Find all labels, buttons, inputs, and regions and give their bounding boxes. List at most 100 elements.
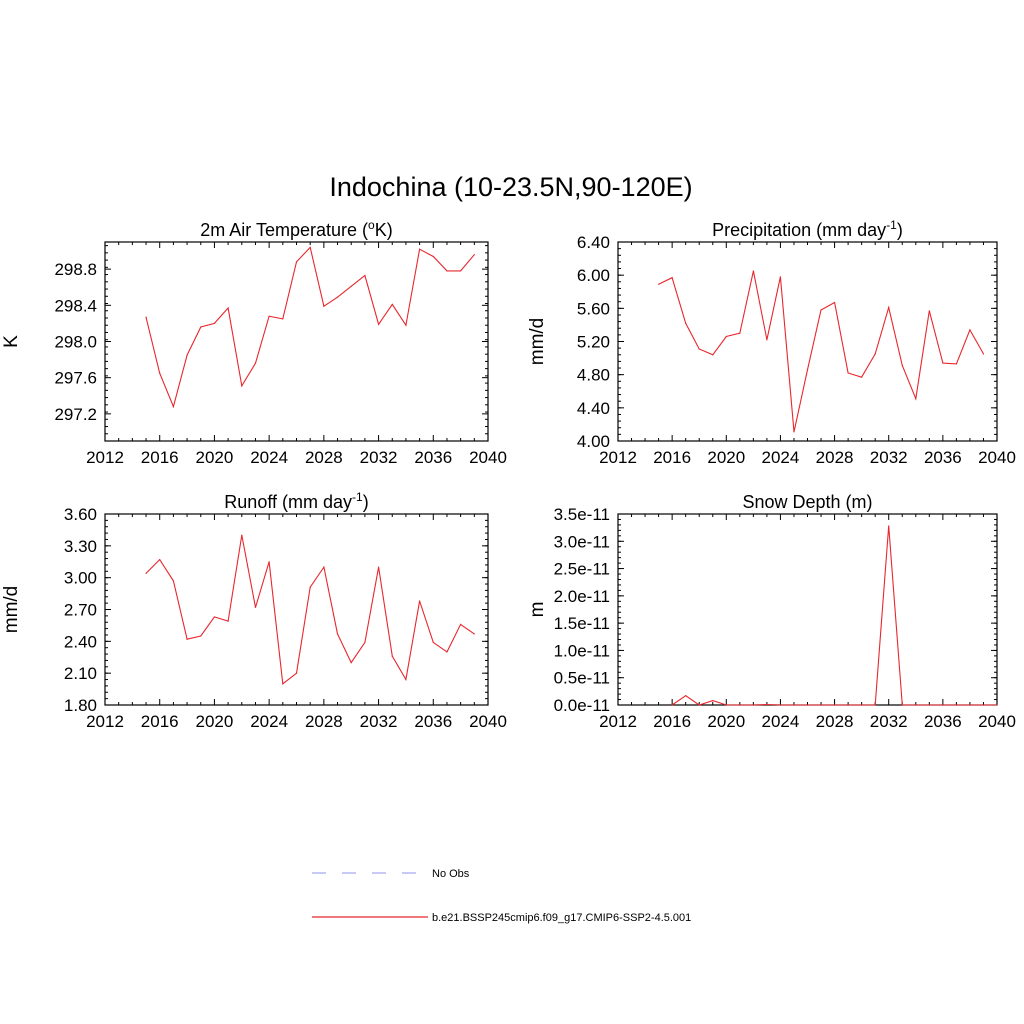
data-point [888,525,890,527]
y-tick-label: 6.40 [577,233,610,252]
data-point [752,270,754,272]
y-tick-label: 2.0e-11 [554,587,610,606]
x-tick-label: 2024 [762,448,800,467]
data-point [820,704,822,706]
y-tick-label: 297.6 [54,369,97,388]
data-point [336,296,339,298]
data-point [996,704,998,706]
data-point [336,633,339,635]
data-point [200,635,202,637]
data-point [982,353,985,355]
y-tick-label: 4.00 [577,432,610,451]
data-point [685,322,687,324]
panel-title-text: Precipitation (mm day [712,220,886,240]
x-tick-label: 2020 [707,448,745,467]
panel-1: 2m Air Temperature (oK) K 2012 2016 2020 2024… [1,218,507,467]
x-tick-label: 2016 [141,448,179,467]
y-tick-label: 3.60 [64,505,97,524]
data-point [752,704,754,706]
y-tick-label: 298.0 [54,333,97,352]
panel-2: Precipitation (mm day-1) mm/d 2012 2016 2020… [527,218,1016,467]
series-line [145,246,475,409]
data-point [725,335,727,338]
panel-title-suffix: ) [363,492,369,512]
data-point [658,283,660,285]
x-tick-label: 2012 [599,712,637,731]
data-point [833,301,836,304]
x-tick-label: 2020 [707,712,745,731]
data-point [405,678,407,681]
data-point [391,655,393,657]
data-point [405,324,407,326]
plot-frame [104,241,489,442]
data-point [928,704,930,706]
y-tick-label: 2.5e-11 [554,560,610,579]
x-tick-label: 2040 [978,448,1016,467]
data-point [227,307,229,309]
data-point [159,559,161,561]
data-point [282,683,284,685]
data-point [969,329,971,331]
data-point [200,326,202,328]
data-point [145,316,147,318]
data-point [446,651,448,653]
y-tick-label: 1.0e-11 [554,641,610,660]
data-point [460,270,462,272]
y-tick-label: 1.5e-11 [554,614,610,633]
panel-title-suffix: K) [375,220,393,240]
panel-title-suffix: ) [897,220,903,240]
panel-title-sup: -1 [886,218,897,232]
x-tick-label: 2024 [250,448,288,467]
data-point [186,638,188,640]
data-point [915,704,917,706]
y-tick-label: 5.60 [577,299,610,318]
data-point [295,261,298,263]
y-axis-label: m [527,602,548,618]
x-tick-label: 2036 [414,448,452,467]
data-point [698,704,700,706]
data-point [350,661,352,664]
x-tick-label: 2024 [250,712,288,731]
data-point [254,606,257,608]
y-tick-label: 2.10 [64,664,97,683]
y-axis-label: mm/d [527,318,548,366]
x-tick-label: 2032 [360,448,398,467]
data-point [213,322,216,325]
x-tick-label: 2040 [978,712,1016,731]
data-point [186,354,188,356]
panels: 2m Air Temperature (oK) K 2012 2016 2020 2024… [1,218,1016,731]
data-point [766,339,768,341]
y-tick-label: 3.30 [64,537,97,556]
x-tick-label: 2032 [870,448,908,467]
y-axis-label: K [1,335,22,348]
data-point [323,566,325,568]
x-tick-label: 2016 [653,712,691,731]
data-point [364,641,366,643]
data-point [213,616,216,618]
data-point [806,704,809,706]
data-point [942,704,944,706]
data-point [969,704,971,706]
x-tick-label: 2020 [196,448,234,467]
data-point [145,572,147,575]
y-tick-label: 3.0e-11 [554,532,610,551]
x-tick-label: 2040 [469,448,507,467]
data-point [241,385,243,387]
series-line [671,525,997,706]
x-tick-label: 2032 [360,712,398,731]
x-tick-label: 2028 [305,712,343,731]
y-tick-label: 4.40 [577,399,610,418]
data-point [793,431,795,433]
data-point [685,695,687,697]
data-point [377,323,380,325]
y-tick-label: 297.2 [54,405,97,424]
data-point [473,254,475,256]
data-point [725,704,727,706]
data-point [446,270,448,272]
panel-title: 2m Air Temperature (oK) [200,218,392,240]
figure-title: Indochina (10-23.5N,90-120E) [329,172,692,202]
data-point [268,315,270,317]
data-point [766,703,768,706]
data-point [364,274,366,277]
